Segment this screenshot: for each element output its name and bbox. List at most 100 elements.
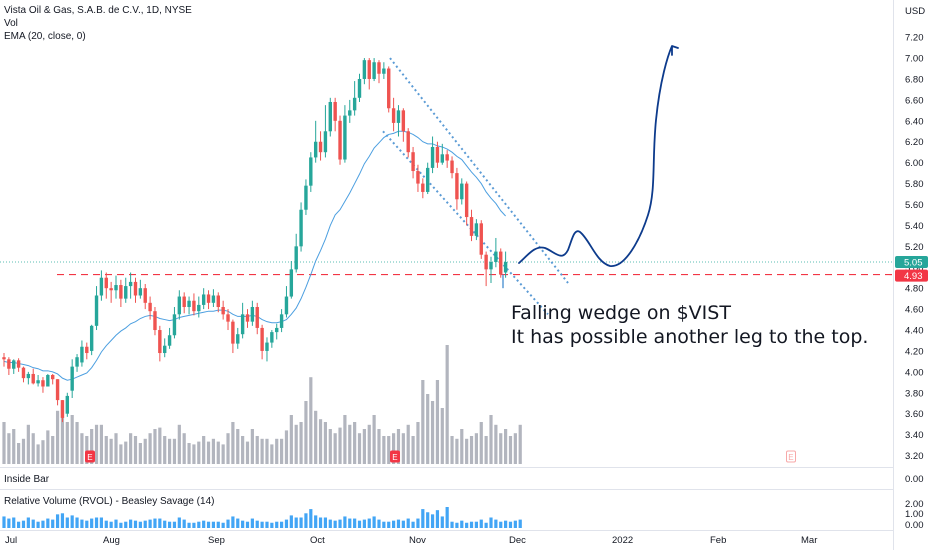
y-tick-label: 5.80 [905,179,924,190]
volume-bar [401,433,405,464]
candle [231,319,235,354]
volume-bar [192,444,196,464]
candle-body [284,296,289,315]
rvol-legend[interactable]: Relative Volume (RVOL) - Beasley Savage … [4,496,215,507]
inside-bar-legend[interactable]: Inside Bar [4,474,50,485]
vol-legend[interactable]: Vol [4,18,18,29]
candle-body [499,251,503,275]
price-badge-label: 5.05 [904,258,923,269]
volume-bar [31,433,35,464]
candle-body [192,300,196,312]
candle [416,164,420,192]
ema-legend[interactable]: EMA (20, close, 0) [4,31,86,42]
candle-body [416,171,420,184]
volume-bar [338,427,342,464]
volume-bar [99,424,103,464]
candle [124,277,128,303]
candle-body [357,78,362,98]
candle-body [226,314,230,322]
volume-bar [221,444,225,464]
volume-bar [167,438,172,464]
rvol-bar [211,521,216,528]
candle [70,359,74,399]
y-tick-label: 4.20 [905,346,924,357]
candle [391,97,396,132]
candle-body [36,380,40,384]
volume-bar [348,424,352,464]
candle [192,293,196,316]
volume-bar [460,429,464,464]
candle-body [367,60,371,79]
candle-body [328,101,332,132]
rvol-bar [377,519,381,528]
rvol-bar [192,522,196,528]
volume-bar [226,433,230,464]
candle-body [7,359,11,369]
volume-bar [484,436,488,464]
candle-body [119,285,123,299]
rvol-bar [60,513,65,528]
candle [31,368,35,385]
candle-body [99,277,104,296]
volume-bar [367,424,371,464]
rvol-bar [513,520,517,528]
volume-bar [75,422,79,464]
candle [323,105,328,158]
rvol-bar [221,522,225,528]
candle [284,286,289,318]
candle-body [245,314,250,322]
volume-bar [241,436,245,464]
candle [425,162,430,195]
volume-bar [314,410,318,464]
symbol-title[interactable]: Vista Oil & Gas, S.A.B. de C.V., 1D, NYS… [4,5,192,16]
rvol-bar [372,516,376,528]
volume-bar [489,415,493,464]
volume-bar [172,438,177,464]
candle [80,340,84,367]
rvol-bar [508,521,513,528]
volume-bar [518,424,522,464]
candle-body [172,314,177,336]
rvol-bar [182,519,186,528]
rvol-bar [265,521,269,528]
rvol-bar [314,515,318,528]
earnings-marker-letter: E [788,453,793,462]
y-tick-label: 3.80 [905,388,924,399]
candle [372,58,376,82]
candle [440,143,444,165]
rvol-bar [484,522,488,528]
candle [133,277,138,303]
candle [153,307,157,336]
volume-bar [163,436,167,464]
volume-bar [440,408,444,464]
candle-body [197,304,201,312]
rvol-bar [129,519,133,528]
candle [16,358,21,372]
candle-body [114,285,118,291]
candle [265,337,269,362]
rvol-bar [21,520,26,528]
rvol-bar [143,520,147,528]
earnings-marker [786,450,796,463]
candle [474,219,479,241]
volume-bar [148,433,152,464]
earnings-marker [85,450,95,463]
candle [206,290,211,310]
volume-bar [104,436,108,464]
candle-body [460,183,464,200]
candle-body [348,110,352,116]
volume-bar [469,436,474,464]
rvol-tick: 2.00 [905,499,924,510]
candle-body [455,173,459,200]
rvol-bar [435,510,440,528]
volume-bar [70,415,74,464]
volume-bar [513,433,517,464]
price-badge [895,269,928,282]
candle [75,354,79,372]
rvol-bar [70,515,74,528]
candle-body [430,146,435,168]
volume-bar [260,438,264,464]
y-tick-label: 7.00 [905,54,924,65]
candle [338,115,342,165]
